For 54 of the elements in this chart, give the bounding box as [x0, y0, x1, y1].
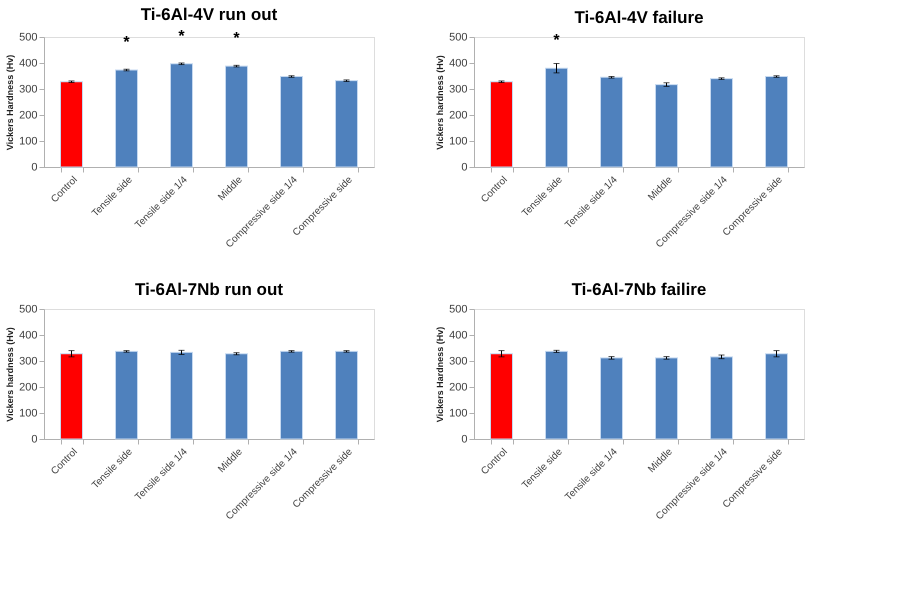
y-tick-label: 400 [449, 330, 468, 342]
chart-title: Ti-6Al-4V failure [574, 8, 704, 27]
y-tick-label: 500 [19, 304, 38, 316]
bar [655, 84, 678, 168]
y-tick-label: 200 [449, 382, 468, 394]
y-tick-label: 100 [19, 408, 38, 420]
y-tick-label: 500 [19, 32, 38, 44]
y-tick-label: 400 [449, 58, 468, 70]
y-tick-label: 0 [31, 162, 38, 174]
annotation: * [553, 32, 560, 50]
y-tick-label: 300 [19, 84, 38, 96]
bar [710, 78, 733, 168]
chart-title: Ti-6Al-7Nb failire [572, 280, 706, 299]
y-tick-label: 0 [461, 434, 468, 446]
y-tick-label: 300 [449, 356, 468, 368]
bar [710, 356, 733, 440]
y-tick-label: 300 [19, 356, 38, 368]
y-tick-label: 400 [19, 58, 38, 70]
bar [545, 350, 568, 440]
annotation: * [233, 30, 240, 48]
annotation: * [123, 34, 130, 52]
y-axis-title: Vickers Hardness (Hv) [5, 54, 16, 150]
bar [600, 76, 623, 168]
y-axis-title: Vickers hardness (Hv) [435, 55, 446, 150]
bar [225, 66, 248, 168]
y-tick-label: 0 [461, 162, 468, 174]
bar [115, 70, 138, 168]
bar [765, 353, 788, 440]
y-tick-label: 0 [31, 434, 38, 446]
y-tick-label: 300 [449, 84, 468, 96]
bar [765, 76, 788, 168]
y-tick-label: 200 [19, 110, 38, 122]
bar [170, 63, 193, 168]
bar [545, 68, 568, 168]
y-tick-label: 200 [449, 110, 468, 122]
annotation: * [178, 28, 186, 45]
bar [60, 81, 83, 168]
bar [335, 80, 358, 168]
y-tick-label: 100 [449, 408, 468, 420]
chart-title: Ti-6Al-4V run out [140, 4, 278, 24]
bar [280, 76, 303, 168]
y-tick-label: 200 [19, 382, 38, 394]
y-tick-label: 500 [449, 304, 468, 316]
y-tick-label: 500 [449, 32, 468, 44]
y-axis-title: Vickers hardness (Hv) [5, 327, 16, 422]
y-tick-label: 100 [19, 136, 38, 148]
bar [490, 81, 513, 168]
bar [490, 353, 513, 440]
bar [600, 357, 623, 440]
bar [655, 357, 678, 440]
chart-title: Ti-6Al-7Nb run out [135, 280, 284, 299]
y-tick-label: 400 [19, 330, 38, 342]
y-tick-label: 100 [449, 136, 468, 148]
y-axis-title: Vickers Hardness (Hv) [435, 326, 446, 422]
